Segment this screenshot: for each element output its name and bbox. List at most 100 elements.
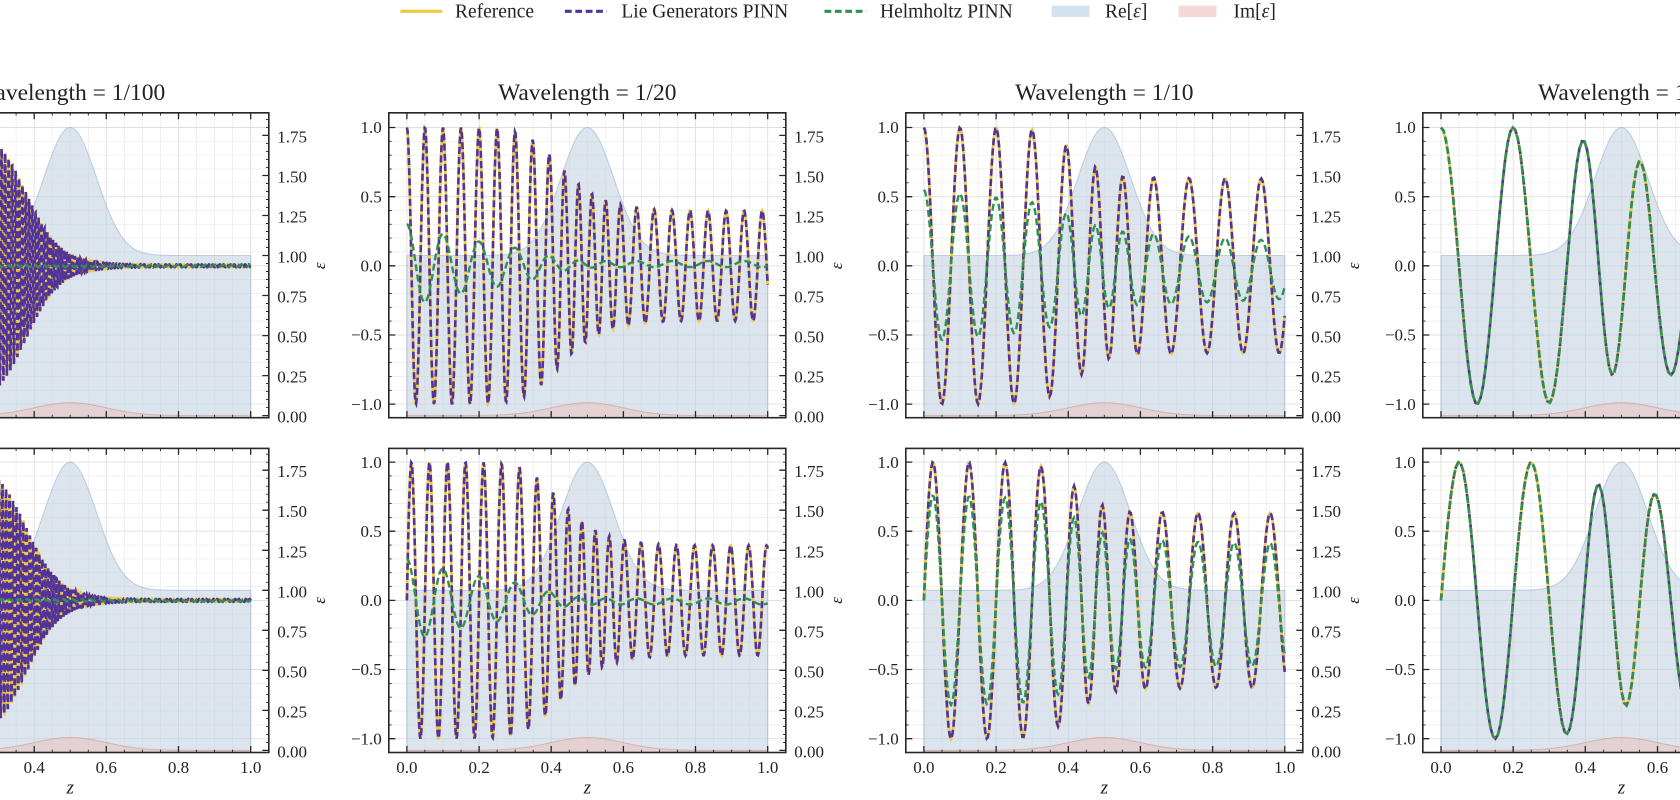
svg-text:0.50: 0.50 [794, 328, 824, 347]
svg-text:1.0: 1.0 [1395, 453, 1416, 472]
svg-text:−1.0: −1.0 [868, 395, 899, 414]
svg-text:−1.0: −1.0 [351, 395, 382, 414]
svg-text:ε: ε [310, 262, 329, 269]
svg-text:0.50: 0.50 [277, 328, 307, 347]
svg-text:0.6: 0.6 [1130, 758, 1151, 777]
svg-text:Reference: Reference [455, 2, 534, 23]
svg-text:ε: ε [827, 262, 846, 269]
svg-text:1.75: 1.75 [794, 127, 824, 146]
svg-text:1.0: 1.0 [361, 118, 382, 137]
svg-text:0.5: 0.5 [878, 187, 899, 206]
svg-text:−0.5: −0.5 [351, 326, 382, 345]
svg-text:z: z [583, 778, 592, 799]
svg-text:Wavelength = 1/5: Wavelength = 1/5 [1538, 80, 1680, 106]
svg-text:1.25: 1.25 [794, 542, 824, 561]
svg-text:1.00: 1.00 [794, 248, 824, 267]
svg-text:Wavelength = 1/10: Wavelength = 1/10 [1015, 80, 1193, 106]
svg-text:1.0: 1.0 [878, 453, 899, 472]
svg-text:1.0: 1.0 [240, 758, 261, 777]
svg-text:0.6: 0.6 [1647, 758, 1668, 777]
svg-text:Re[ε]: Re[ε] [1105, 2, 1147, 23]
svg-text:−0.5: −0.5 [1385, 660, 1416, 679]
svg-text:0.0: 0.0 [361, 257, 382, 276]
svg-text:1.75: 1.75 [277, 127, 307, 146]
svg-text:1.25: 1.25 [1311, 542, 1341, 561]
svg-text:Helmholtz PINN: Helmholtz PINN [880, 2, 1013, 23]
svg-text:1.25: 1.25 [1311, 208, 1341, 227]
svg-text:0.0: 0.0 [878, 591, 899, 610]
svg-text:0.0: 0.0 [913, 758, 934, 777]
svg-text:Lie Generators PINN: Lie Generators PINN [621, 2, 788, 23]
svg-text:0.0: 0.0 [396, 758, 417, 777]
svg-text:0.00: 0.00 [277, 408, 307, 427]
svg-text:0.0: 0.0 [1395, 591, 1416, 610]
svg-text:1.50: 1.50 [794, 168, 824, 187]
svg-text:0.5: 0.5 [1395, 522, 1416, 541]
svg-text:0.75: 0.75 [277, 622, 307, 641]
svg-text:1.00: 1.00 [794, 582, 824, 601]
svg-text:1.0: 1.0 [1274, 758, 1295, 777]
svg-text:0.25: 0.25 [1311, 702, 1341, 721]
svg-text:0.8: 0.8 [168, 758, 189, 777]
svg-text:0.0: 0.0 [1395, 257, 1416, 276]
svg-text:1.25: 1.25 [277, 208, 307, 227]
svg-text:−0.5: −0.5 [1385, 326, 1416, 345]
svg-text:ε: ε [1344, 597, 1363, 604]
svg-text:0.8: 0.8 [685, 758, 706, 777]
svg-text:0.4: 0.4 [24, 758, 46, 777]
svg-text:1.50: 1.50 [277, 502, 307, 521]
svg-text:0.4: 0.4 [1058, 758, 1080, 777]
svg-text:0.2: 0.2 [1503, 758, 1524, 777]
svg-text:z: z [65, 778, 74, 799]
svg-text:1.00: 1.00 [1311, 248, 1341, 267]
svg-text:0.5: 0.5 [361, 187, 382, 206]
svg-text:0.4: 0.4 [1575, 758, 1597, 777]
svg-text:0.50: 0.50 [277, 662, 307, 681]
svg-text:1.75: 1.75 [1311, 462, 1341, 481]
svg-text:0.25: 0.25 [1311, 368, 1341, 387]
svg-text:1.0: 1.0 [361, 453, 382, 472]
svg-text:0.2: 0.2 [985, 758, 1006, 777]
svg-text:−0.5: −0.5 [351, 660, 382, 679]
svg-text:0.6: 0.6 [96, 758, 117, 777]
svg-text:z: z [1617, 778, 1626, 799]
svg-text:1.25: 1.25 [277, 542, 307, 561]
svg-text:0.75: 0.75 [794, 288, 824, 307]
svg-text:0.6: 0.6 [613, 758, 634, 777]
svg-text:ε: ε [310, 597, 329, 604]
svg-text:1.00: 1.00 [277, 248, 307, 267]
svg-text:0.50: 0.50 [1311, 328, 1341, 347]
svg-text:1.50: 1.50 [1311, 168, 1341, 187]
svg-text:−1.0: −1.0 [1385, 395, 1416, 414]
svg-text:1.00: 1.00 [277, 582, 307, 601]
svg-text:0.8: 0.8 [1202, 758, 1223, 777]
svg-text:0.5: 0.5 [878, 522, 899, 541]
svg-text:0.00: 0.00 [794, 408, 824, 427]
svg-text:Wavelength = 1/100: Wavelength = 1/100 [0, 80, 165, 106]
svg-text:Wavelength = 1/20: Wavelength = 1/20 [498, 80, 676, 106]
svg-text:0.25: 0.25 [277, 702, 307, 721]
svg-text:1.50: 1.50 [1311, 502, 1341, 521]
svg-text:1.50: 1.50 [277, 168, 307, 187]
svg-text:1.25: 1.25 [794, 208, 824, 227]
svg-text:−1.0: −1.0 [351, 729, 382, 748]
svg-text:0.25: 0.25 [277, 368, 307, 387]
svg-text:0.00: 0.00 [1311, 408, 1341, 427]
svg-text:0.75: 0.75 [794, 622, 824, 641]
svg-text:0.5: 0.5 [361, 522, 382, 541]
svg-text:−1.0: −1.0 [868, 729, 899, 748]
svg-text:0.0: 0.0 [878, 257, 899, 276]
svg-text:−0.5: −0.5 [868, 660, 899, 679]
svg-text:0.50: 0.50 [1311, 662, 1341, 681]
svg-text:0.2: 0.2 [468, 758, 489, 777]
svg-text:1.0: 1.0 [878, 118, 899, 137]
svg-text:z: z [1100, 778, 1109, 799]
svg-text:1.75: 1.75 [794, 462, 824, 481]
svg-text:1.00: 1.00 [1311, 582, 1341, 601]
svg-text:Im[ε]: Im[ε] [1234, 2, 1276, 23]
svg-text:0.00: 0.00 [1311, 742, 1341, 761]
svg-text:0.4: 0.4 [541, 758, 563, 777]
svg-text:0.75: 0.75 [1311, 622, 1341, 641]
svg-text:1.0: 1.0 [1395, 118, 1416, 137]
svg-text:0.5: 0.5 [1395, 187, 1416, 206]
